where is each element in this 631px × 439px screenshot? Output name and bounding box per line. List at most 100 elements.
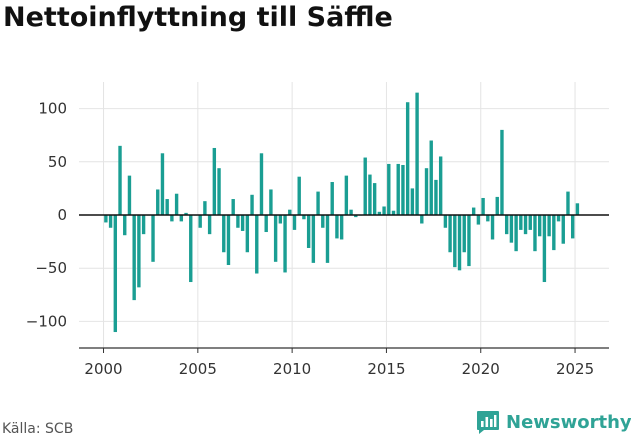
- bar: [481, 197, 485, 215]
- bar: [273, 215, 278, 262]
- bar: [198, 215, 202, 228]
- bar: [523, 215, 528, 235]
- bar: [264, 215, 268, 233]
- bar: [132, 215, 136, 301]
- x-tick-label: 2005: [179, 360, 217, 378]
- bar: [443, 215, 448, 228]
- bar: [528, 215, 532, 230]
- bar-chart-logo-icon: [477, 410, 499, 434]
- bar: [207, 215, 212, 235]
- x-tick-label: 2010: [273, 360, 311, 378]
- bar: [561, 215, 565, 244]
- bar: [368, 174, 372, 215]
- bar: [339, 215, 344, 240]
- bar: [547, 215, 551, 237]
- bar: [330, 182, 334, 215]
- bar: [382, 206, 386, 215]
- bar: [283, 215, 287, 273]
- axes: −100 −50 0 50 100 2000 2005 2010 2015 2020 2025: [26, 100, 609, 378]
- bar: [575, 203, 580, 215]
- bar: [495, 196, 499, 215]
- bar: [189, 215, 193, 283]
- bar: [448, 215, 452, 253]
- y-tick-label: 100: [38, 100, 67, 118]
- bar: [476, 215, 481, 225]
- y-tick-label: −100: [26, 312, 67, 330]
- bar: [401, 164, 405, 215]
- bar: [269, 189, 273, 215]
- bar: [335, 215, 339, 239]
- source-note: Källa: SCB: [2, 421, 74, 437]
- bar: [504, 215, 509, 235]
- bar: [240, 215, 245, 231]
- newsworthy-logo: Newsworthy: [476, 408, 631, 436]
- bar: [179, 215, 184, 222]
- bar: [170, 215, 174, 222]
- bar: [316, 191, 320, 215]
- bar: [372, 183, 377, 215]
- bar: [424, 168, 429, 215]
- bar: [429, 140, 433, 215]
- bar: [462, 215, 466, 253]
- x-tick-label: 2000: [84, 360, 122, 378]
- bar: [552, 215, 556, 251]
- bar: [537, 215, 542, 237]
- bar: [457, 215, 462, 271]
- bar: [415, 92, 419, 215]
- bar: [349, 209, 353, 215]
- bar: [174, 193, 179, 215]
- bar: [288, 209, 292, 215]
- bar: [231, 199, 235, 215]
- bar: [127, 175, 132, 215]
- bar: [420, 215, 424, 224]
- bar: [217, 168, 221, 215]
- bar: [325, 215, 330, 263]
- bar: [453, 215, 457, 268]
- bar: [387, 163, 391, 215]
- x-tick-label: 2015: [367, 360, 405, 378]
- bar: [184, 212, 188, 215]
- bar: [344, 175, 349, 215]
- bar: [471, 207, 476, 215]
- bar: [490, 215, 495, 240]
- bar: [533, 215, 537, 252]
- bar: [108, 215, 113, 228]
- bar: [156, 189, 160, 215]
- bar: [118, 145, 122, 215]
- bar: [302, 215, 306, 220]
- bar: [212, 147, 217, 215]
- bar: [542, 215, 547, 283]
- bar: [292, 215, 297, 230]
- bar: [321, 215, 325, 228]
- bar: [391, 210, 396, 215]
- bar: [354, 215, 358, 218]
- bar: [500, 129, 504, 215]
- bar: [165, 199, 169, 215]
- bar: [438, 156, 443, 215]
- bar: [236, 215, 240, 228]
- bar: [306, 215, 311, 248]
- y-tick-label: 50: [48, 153, 67, 171]
- bar: [226, 215, 231, 266]
- bar: [566, 191, 570, 215]
- bar: [203, 201, 207, 215]
- y-tick-label: 0: [57, 206, 67, 224]
- bar: [396, 163, 400, 215]
- bar: [519, 215, 523, 230]
- bar: [222, 215, 226, 253]
- bar: [297, 176, 301, 215]
- bar: [255, 215, 259, 274]
- bar: [259, 153, 264, 215]
- y-tick-label: −50: [35, 259, 67, 277]
- bar: [377, 211, 382, 215]
- bar: [363, 157, 367, 215]
- bar: [113, 215, 118, 333]
- bar: [570, 215, 575, 239]
- bar: [151, 215, 155, 262]
- bars: [104, 92, 580, 333]
- bar: [278, 215, 283, 224]
- bar: [123, 215, 127, 236]
- bar: [141, 215, 146, 235]
- bar: [405, 102, 410, 215]
